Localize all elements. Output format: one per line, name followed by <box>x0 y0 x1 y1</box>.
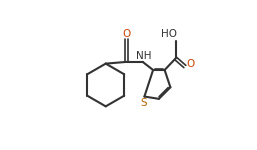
Text: HO: HO <box>161 29 177 39</box>
Text: O: O <box>186 59 194 69</box>
Text: NH: NH <box>135 51 151 61</box>
Text: O: O <box>122 29 131 39</box>
Text: S: S <box>140 98 146 108</box>
